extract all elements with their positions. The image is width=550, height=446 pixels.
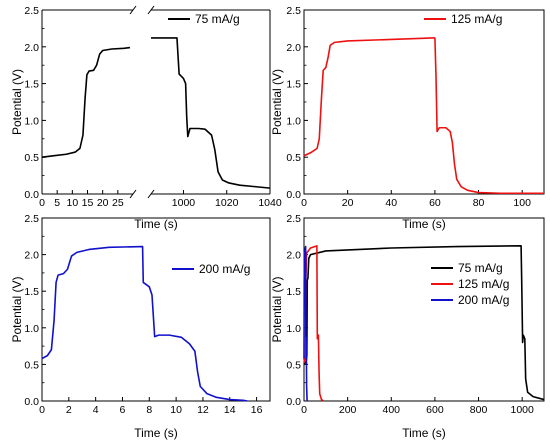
x-tick-label: 40 bbox=[385, 197, 397, 209]
y-tick-label: 2.5 bbox=[24, 213, 39, 225]
x-tick-label: 10 bbox=[66, 197, 78, 209]
y-tick-label: 1.0 bbox=[24, 115, 39, 127]
y-tick-label: 0.0 bbox=[286, 396, 301, 408]
legend-label: 125 mA/g bbox=[458, 277, 509, 291]
series-200-line bbox=[41, 245, 248, 402]
x-tick-label: 0 bbox=[301, 404, 307, 416]
x-tick-label: 14 bbox=[224, 404, 236, 416]
x-tick-label: 0 bbox=[39, 404, 45, 416]
plot-frame bbox=[41, 217, 271, 402]
y-tick-label: 2.0 bbox=[24, 250, 39, 262]
y-tick-label: 2.0 bbox=[286, 42, 301, 54]
y-tick-label: 1.5 bbox=[286, 286, 301, 298]
y-axis-label: Potential (V) bbox=[270, 69, 284, 135]
series-75-line bbox=[303, 245, 545, 401]
y-tick-label: 1.5 bbox=[24, 286, 39, 298]
x-tick-label: 400 bbox=[383, 404, 401, 416]
y-tick-label: 1.0 bbox=[286, 115, 301, 127]
axis-break-mark bbox=[147, 189, 155, 199]
x-tick-label: 16 bbox=[251, 404, 263, 416]
x-tick-label: 0 bbox=[39, 197, 45, 209]
y-tick-label: 1.0 bbox=[24, 323, 39, 335]
y-tick-label: 2.5 bbox=[286, 213, 301, 225]
legend-label: 200 mA/g bbox=[458, 293, 509, 307]
y-axis-label: Potential (V) bbox=[10, 69, 24, 135]
y-axis-label: Potential (V) bbox=[270, 276, 284, 342]
y-tick-label: 1.5 bbox=[24, 79, 39, 91]
y-tick-label: 0.5 bbox=[24, 359, 39, 371]
x-tick-label: 1000 bbox=[511, 404, 535, 416]
x-tick-label: 15 bbox=[82, 197, 94, 209]
x-tick-label: 6 bbox=[120, 404, 126, 416]
x-tick-label: 800 bbox=[470, 404, 488, 416]
x-tick-label: 100 bbox=[513, 197, 531, 209]
y-tick-label: 0.0 bbox=[24, 396, 39, 408]
legend-label: 75 mA/g bbox=[195, 12, 240, 26]
y-tick-label: 0.5 bbox=[24, 152, 39, 164]
y-tick-label: 0.5 bbox=[286, 359, 301, 371]
series-75-line-segment-2 bbox=[151, 37, 271, 189]
legend-label: 200 mA/g bbox=[199, 262, 250, 276]
axis-break-mark bbox=[129, 5, 137, 15]
legend-label: 75 mA/g bbox=[458, 261, 503, 275]
x-tick-label: 1040 bbox=[258, 197, 282, 209]
y-tick-label: 0.0 bbox=[24, 189, 39, 201]
x-tick-label: 12 bbox=[197, 404, 209, 416]
series-125-line bbox=[303, 37, 544, 195]
x-tick-label: 80 bbox=[473, 197, 485, 209]
y-tick-label: 2.0 bbox=[24, 42, 39, 54]
x-tick-label: 8 bbox=[146, 404, 152, 416]
x-tick-label: 5 bbox=[54, 197, 60, 209]
series-75-line-segment-1 bbox=[41, 46, 131, 158]
y-axis-label: Potential (V) bbox=[10, 276, 24, 342]
x-tick-label: 0 bbox=[301, 197, 307, 209]
x-tick-label: 1020 bbox=[215, 197, 239, 209]
x-tick-label: 1000 bbox=[172, 197, 196, 209]
x-tick-label: 60 bbox=[429, 197, 441, 209]
x-tick-label: 20 bbox=[342, 197, 354, 209]
x-tick-label: 2 bbox=[66, 404, 72, 416]
x-axis-label: Time (s) bbox=[402, 426, 446, 440]
y-tick-label: 1.0 bbox=[286, 323, 301, 335]
y-tick-label: 0.5 bbox=[286, 152, 301, 164]
legend-label: 125 mA/g bbox=[451, 12, 502, 26]
x-axis-label: Time (s) bbox=[402, 217, 446, 231]
x-axis-label: Time (s) bbox=[134, 217, 178, 231]
x-tick-label: 4 bbox=[93, 404, 99, 416]
y-tick-label: 2.5 bbox=[24, 5, 39, 17]
x-tick-label: 25 bbox=[112, 197, 124, 209]
x-tick-label: 200 bbox=[339, 404, 357, 416]
x-axis-label: Time (s) bbox=[134, 426, 178, 440]
x-tick-label: 10 bbox=[170, 404, 182, 416]
axis-break-mark bbox=[147, 5, 155, 15]
axis-break-mark bbox=[129, 189, 137, 199]
series-200-line bbox=[303, 245, 309, 402]
x-tick-label: 20 bbox=[97, 197, 109, 209]
y-tick-label: 2.0 bbox=[286, 250, 301, 262]
x-tick-label: 600 bbox=[426, 404, 444, 416]
y-tick-label: 0.0 bbox=[286, 189, 301, 201]
y-tick-label: 1.5 bbox=[286, 79, 301, 91]
y-tick-label: 2.5 bbox=[286, 5, 301, 17]
